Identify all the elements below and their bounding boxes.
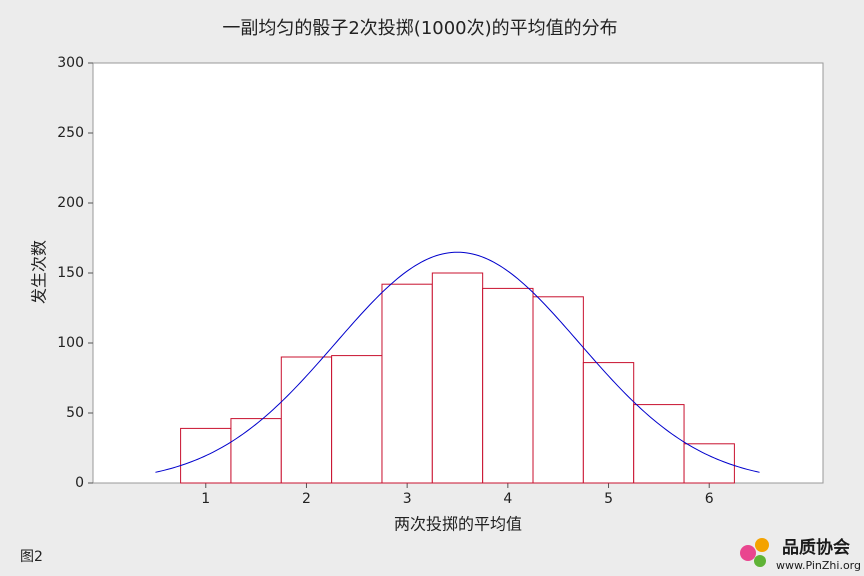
x-tick-label: 2 xyxy=(302,491,311,507)
bar xyxy=(381,283,433,484)
bar xyxy=(230,418,282,484)
y-tick-label: 200 xyxy=(57,195,84,211)
fit-curve xyxy=(155,251,760,473)
bar xyxy=(582,362,635,484)
y-axis-title: 发生次数 xyxy=(30,240,49,304)
logo-dot xyxy=(755,538,769,552)
x-tick-label: 5 xyxy=(604,491,613,507)
watermark-url: www.PinZhi.org xyxy=(776,559,861,572)
chart-title: 一副均匀的骰子2次投掷(1000次)的平均值的分布 xyxy=(222,18,617,39)
logo-dot xyxy=(740,545,756,561)
bar xyxy=(633,404,685,484)
bar xyxy=(683,443,735,484)
y-tick-label: 100 xyxy=(57,335,84,351)
y-tick-label: 0 xyxy=(75,475,84,491)
x-tick-label: 6 xyxy=(705,491,714,507)
x-tick-label: 4 xyxy=(503,491,512,507)
x-axis-title: 两次投掷的平均值 xyxy=(394,515,522,534)
x-tick-label: 3 xyxy=(403,491,412,507)
caption: 图2 xyxy=(20,549,43,565)
y-tick-label: 150 xyxy=(57,265,84,281)
y-tick-label: 250 xyxy=(57,125,84,141)
watermark-name: 品质协会 xyxy=(782,537,850,558)
y-tick-label: 300 xyxy=(57,55,84,71)
bar xyxy=(431,272,484,484)
logo-dot xyxy=(754,555,766,567)
bar xyxy=(331,355,383,484)
y-tick-label: 50 xyxy=(66,405,84,421)
bar xyxy=(482,287,534,484)
x-tick-label: 1 xyxy=(201,491,210,507)
bar xyxy=(280,356,333,484)
bar xyxy=(532,296,584,484)
watermark: 品质协会 www.PinZhi.org xyxy=(740,537,861,572)
